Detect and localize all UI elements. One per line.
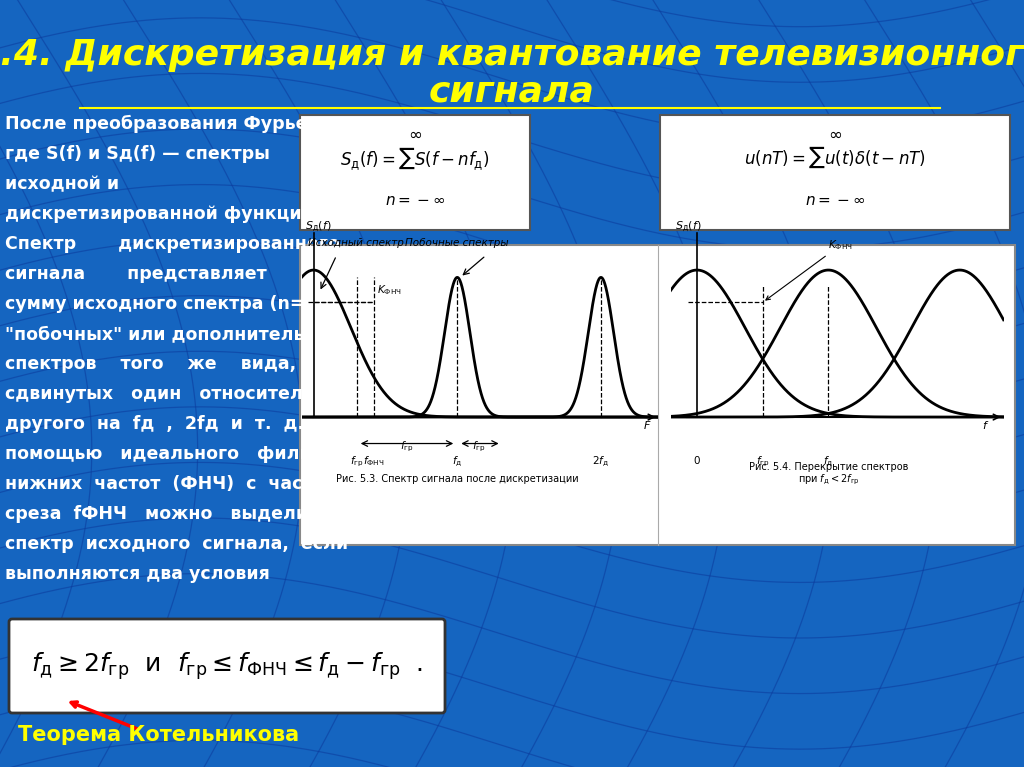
Text: исходной и: исходной и — [5, 175, 119, 193]
Text: 4.4. Дискретизация и квантование телевизионного: 4.4. Дискретизация и квантование телевиз… — [0, 38, 1024, 72]
Text: $K_{\rm ФНЧ}$: $K_{\rm ФНЧ}$ — [377, 283, 401, 297]
Text: $u(nT) = \sum u(t)\delta(t - nT)$: $u(nT) = \sum u(t)\delta(t - nT)$ — [744, 145, 926, 170]
Text: Рис. 5.4. Перекрытие спектров: Рис. 5.4. Перекрытие спектров — [749, 462, 908, 472]
Text: $n = -\infty$: $n = -\infty$ — [385, 193, 445, 208]
Text: спектр  исходного  сигнала,  если: спектр исходного сигнала, если — [5, 535, 348, 553]
Text: где S(f) и Sд(f) — спектры: где S(f) и Sд(f) — спектры — [5, 145, 270, 163]
FancyBboxPatch shape — [9, 619, 445, 713]
Text: сдвинутых   один   относительно: сдвинутых один относительно — [5, 385, 338, 403]
Text: $n = -\infty$: $n = -\infty$ — [805, 193, 865, 208]
Text: помощью   идеального   фильтра: помощью идеального фильтра — [5, 445, 345, 463]
FancyBboxPatch shape — [660, 115, 1010, 230]
Text: $S_{\rm д}(f)$: $S_{\rm д}(f)$ — [305, 219, 332, 234]
Text: $f_{\rm д}$: $f_{\rm д}$ — [452, 455, 463, 469]
Text: $f_{\rm ФНЧ}$: $f_{\rm ФНЧ}$ — [364, 454, 385, 468]
Text: $f_{\rm д} \geq 2f_{\rm гр}$  и  $f_{\rm гр} \leq f_{\rm ФНЧ} \leq f_{\rm д} - f: $f_{\rm д} \geq 2f_{\rm гр}$ и $f_{\rm г… — [31, 650, 423, 682]
Text: $K_{\rm ФНЧ}$: $K_{\rm ФНЧ}$ — [766, 238, 853, 300]
Text: $f_{\rm гр}$: $f_{\rm гр}$ — [400, 439, 414, 454]
Text: Побочные спектры: Побочные спектры — [406, 238, 509, 248]
Text: сумму исходного спектра (n=0) и: сумму исходного спектра (n=0) и — [5, 295, 343, 313]
Text: при $f_{\rm д} < 2f_{\rm гр}$: при $f_{\rm д} < 2f_{\rm гр}$ — [798, 472, 859, 486]
Text: $\infty$: $\infty$ — [408, 125, 422, 143]
Text: выполняются два условия: выполняются два условия — [5, 565, 269, 583]
Text: Исходный спектр: Исходный спектр — [308, 238, 403, 248]
Text: $f$: $f$ — [982, 419, 989, 431]
Text: Спектр       дискретизированного: Спектр дискретизированного — [5, 235, 340, 253]
Text: $f_{\rm гр}$: $f_{\rm гр}$ — [350, 455, 364, 469]
FancyBboxPatch shape — [300, 115, 530, 230]
Text: $F$: $F$ — [643, 419, 651, 431]
Text: спектров    того    же    вида,    но: спектров того же вида, но — [5, 355, 344, 373]
Text: После преобразования Фурье: После преобразования Фурье — [5, 115, 307, 133]
Text: нижних  частот  (ФНЧ)  с  частотой: нижних частот (ФНЧ) с частотой — [5, 475, 358, 493]
FancyBboxPatch shape — [300, 245, 1015, 545]
Text: $S_{\rm д}(f)$: $S_{\rm д}(f)$ — [675, 219, 701, 234]
Text: $S_{\rm д}(f) = \sum S(f - nf_{\rm д})$: $S_{\rm д}(f) = \sum S(f - nf_{\rm д})$ — [340, 145, 489, 172]
Text: $f_{\rm гр}$: $f_{\rm гр}$ — [472, 439, 485, 454]
Text: сигнала: сигнала — [429, 75, 595, 109]
Text: $2f_{\rm д}$: $2f_{\rm д}$ — [593, 455, 609, 469]
Text: "побочных" или дополнительных: "побочных" или дополнительных — [5, 325, 344, 343]
Text: $0$: $0$ — [693, 454, 700, 466]
Text: другого  на  fд  ,  2fд  и  т.  д.  С: другого на fд , 2fд и т. д. С — [5, 415, 329, 433]
Text: $f_{\rm гр}$: $f_{\rm гр}$ — [756, 455, 769, 469]
Text: Рис. 5.3. Спектр сигнала после дискретизации: Рис. 5.3. Спектр сигнала после дискретиз… — [336, 474, 579, 484]
Text: $\infty$: $\infty$ — [828, 125, 842, 143]
Text: среза  fФНЧ   можно   выделить: среза fФНЧ можно выделить — [5, 505, 330, 523]
Text: $f_{\rm д}$: $f_{\rm д}$ — [823, 455, 834, 469]
Text: сигнала       представляет       собой: сигнала представляет собой — [5, 265, 368, 283]
Text: дискретизированной функций: дискретизированной функций — [5, 205, 314, 223]
Text: Теорема Котельникова: Теорема Котельникова — [18, 725, 299, 745]
